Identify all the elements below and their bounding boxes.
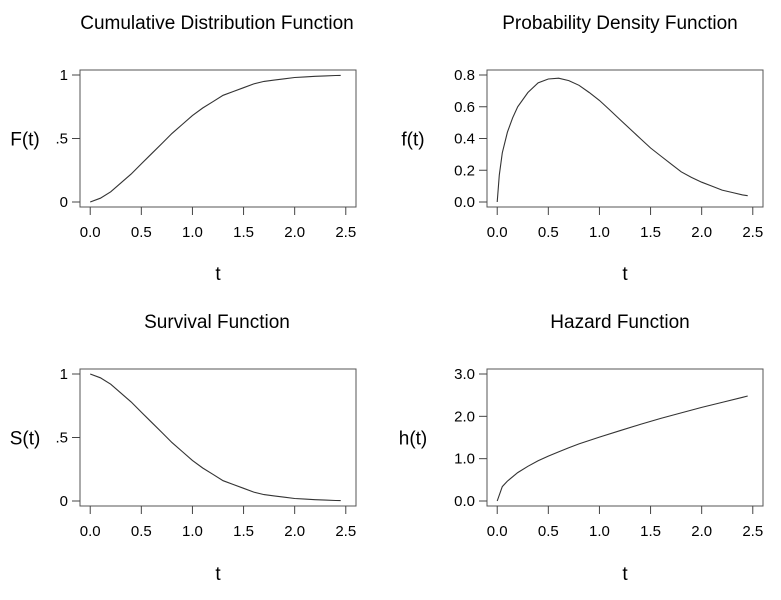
y-tick-label: 1 xyxy=(60,366,68,383)
plot-frame xyxy=(79,368,357,507)
x-tick-label: 0.5 xyxy=(131,523,152,540)
hazard-panel: Hazard Function 0.0 1.0 2.0 3.0 0.0 0.5 1.0 1.5 2… xyxy=(399,312,764,585)
y-tick-label: 0.6 xyxy=(454,99,475,116)
x-tick-label: 1.5 xyxy=(233,523,254,540)
x-tick-label: 0.5 xyxy=(538,224,559,241)
x-tick-label: 1.0 xyxy=(589,523,610,540)
y-tick-label: 3.0 xyxy=(454,366,475,383)
y-tick-label: 0.0 xyxy=(454,194,475,211)
x-tick-label: 0.0 xyxy=(80,523,101,540)
x-tick-label: 2.0 xyxy=(284,224,305,241)
x-tick-label: 2.0 xyxy=(284,523,305,540)
x-tick-label: 0.0 xyxy=(487,224,508,241)
y-axis-label: h(t) xyxy=(399,429,428,450)
y-axis-label: F(t) xyxy=(10,130,40,151)
x-tick-label: 2.0 xyxy=(691,523,712,540)
plot-frame xyxy=(486,69,764,208)
y-tick-label: 0.2 xyxy=(454,162,475,179)
x-axis-label: t xyxy=(215,264,221,285)
series-line xyxy=(90,373,341,502)
x-axis-label: t xyxy=(215,564,221,585)
y-tick-label: 0.4 xyxy=(454,131,475,148)
series-line xyxy=(496,395,748,502)
x-axis-label: t xyxy=(622,264,628,285)
y-tick-label: .5 xyxy=(55,131,68,148)
chart-title: Hazard Function xyxy=(550,312,689,333)
x-tick-label: 1.0 xyxy=(182,523,203,540)
series-line xyxy=(496,77,748,203)
y-tick-label: 0.8 xyxy=(454,67,475,84)
x-tick-label: 1.5 xyxy=(640,224,661,241)
y-tick-label: 1 xyxy=(60,67,68,84)
x-tick-label: 0.0 xyxy=(487,523,508,540)
pdf-panel: Probability Density Function 0.0 0.2 0.4 0.6… xyxy=(401,13,764,285)
y-tick-label: 0 xyxy=(60,493,68,510)
y-tick-label: .5 xyxy=(55,430,68,447)
chart-title: Survival Function xyxy=(144,312,290,333)
x-tick-label: 2.5 xyxy=(742,224,763,241)
x-tick-label: 2.5 xyxy=(742,523,763,540)
y-tick-label: 1.0 xyxy=(454,451,475,468)
x-tick-label: 0.5 xyxy=(131,224,152,241)
x-tick-label: 1.0 xyxy=(182,224,203,241)
chart-title: Cumulative Distribution Function xyxy=(80,13,354,34)
x-tick-label: 1.5 xyxy=(233,224,254,241)
x-axis-label: t xyxy=(622,564,628,585)
plot-frame xyxy=(486,368,764,507)
y-axis-label: f(t) xyxy=(401,130,424,151)
x-tick-label: 2.0 xyxy=(691,224,712,241)
y-tick-label: 2.0 xyxy=(454,408,475,425)
x-tick-label: 0.5 xyxy=(538,523,559,540)
y-tick-label: 0 xyxy=(60,194,68,211)
plot-frame xyxy=(79,69,357,208)
series-line xyxy=(90,74,341,203)
y-tick-label: 0.0 xyxy=(454,493,475,510)
x-tick-label: 1.5 xyxy=(640,523,661,540)
x-tick-label: 2.5 xyxy=(335,224,356,241)
chart-title: Probability Density Function xyxy=(502,13,738,34)
x-tick-label: 0.0 xyxy=(80,224,101,241)
y-axis-label: S(t) xyxy=(10,429,41,450)
x-tick-label: 2.5 xyxy=(335,523,356,540)
x-tick-label: 1.0 xyxy=(589,224,610,241)
